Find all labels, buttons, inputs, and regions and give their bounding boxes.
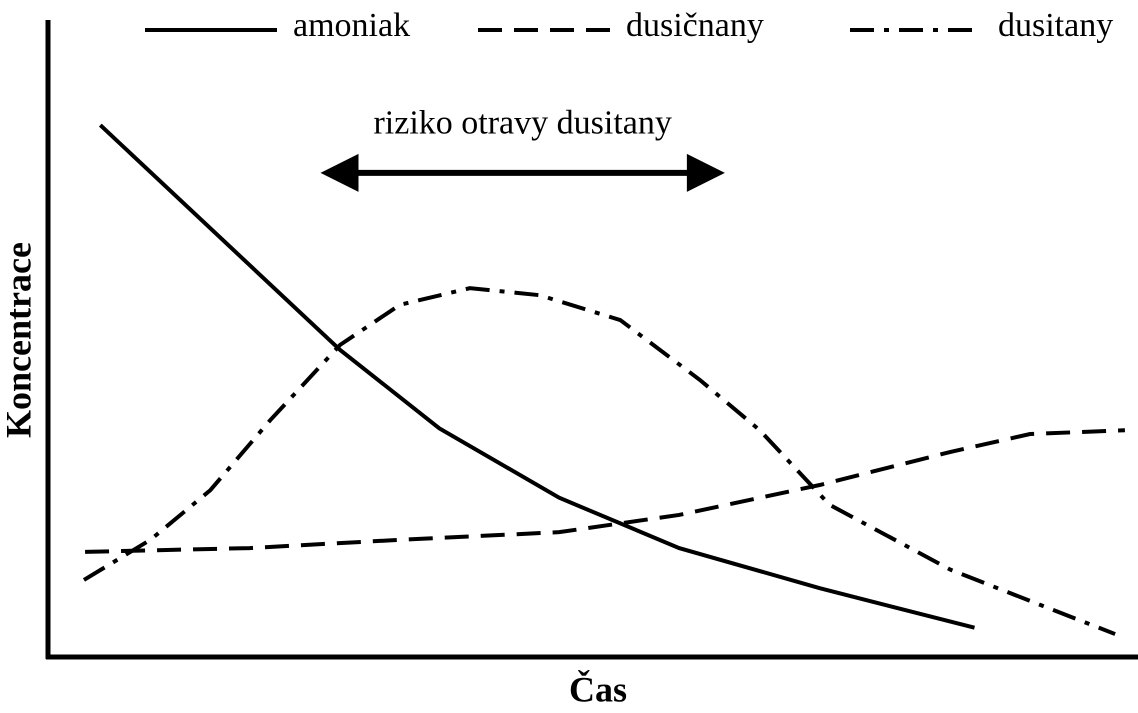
line-series [98, 123, 975, 630]
legend-label: amoniak [293, 7, 410, 44]
line-series [82, 286, 1116, 636]
y-axis-title: Koncentrace [0, 242, 38, 438]
arrow-head [686, 153, 725, 192]
line-series [85, 428, 1126, 554]
annotation-text: riziko otravy dusitany [373, 105, 671, 142]
arrow-head [320, 153, 359, 192]
x-axis-title: Čas [569, 669, 627, 709]
legend-label: dusičnany [626, 7, 764, 44]
legend-label: dusitany [998, 7, 1113, 44]
